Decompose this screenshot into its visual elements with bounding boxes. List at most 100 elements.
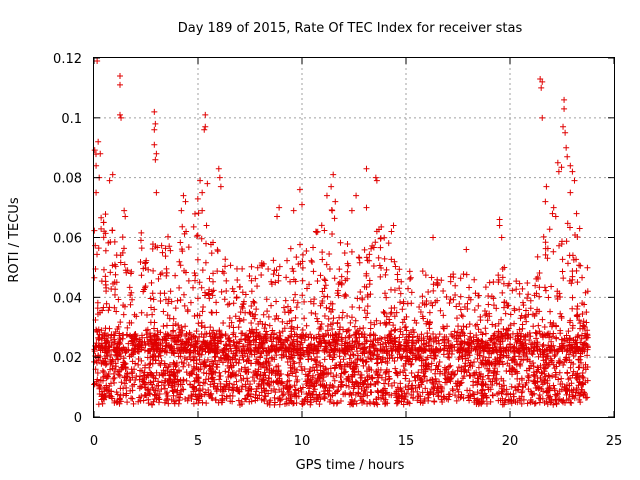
data-point — [240, 356, 247, 363]
data-point — [518, 376, 525, 383]
data-point — [462, 355, 469, 362]
data-point — [174, 338, 181, 345]
data-point — [476, 398, 483, 405]
data-point — [95, 357, 102, 364]
data-point — [106, 177, 113, 184]
data-point — [94, 57, 101, 64]
data-point — [498, 358, 505, 365]
data-point — [168, 368, 175, 375]
data-point — [266, 362, 273, 369]
data-point — [540, 233, 547, 240]
data-point — [107, 392, 114, 399]
data-point — [308, 309, 315, 316]
data-point — [427, 377, 434, 384]
data-point — [366, 251, 373, 258]
data-point — [268, 302, 275, 309]
data-point — [341, 369, 348, 376]
data-point — [548, 283, 555, 290]
data-point — [357, 288, 364, 295]
data-point — [344, 312, 351, 319]
data-point — [516, 326, 523, 333]
data-point — [391, 313, 398, 320]
data-point — [275, 315, 282, 322]
data-point — [584, 264, 591, 271]
data-point — [125, 340, 132, 347]
data-point — [258, 271, 265, 278]
data-point — [361, 387, 368, 394]
data-point — [209, 343, 216, 350]
data-point — [176, 258, 183, 265]
data-point — [425, 361, 432, 368]
data-point — [117, 111, 123, 118]
data-point — [383, 294, 390, 301]
data-point — [183, 339, 190, 346]
data-point — [102, 361, 109, 368]
data-point — [196, 351, 203, 358]
data-point — [336, 266, 343, 273]
data-point — [142, 362, 149, 369]
data-point — [136, 394, 143, 401]
data-point — [428, 360, 435, 367]
data-point — [322, 277, 329, 284]
data-point — [254, 358, 261, 365]
data-point — [571, 177, 578, 184]
data-point — [191, 383, 198, 390]
data-point — [555, 168, 562, 175]
data-point — [207, 391, 214, 398]
data-point — [212, 397, 219, 404]
data-point — [425, 391, 432, 398]
data-point — [288, 325, 295, 332]
data-point — [326, 384, 333, 391]
data-point — [417, 308, 424, 315]
data-point — [466, 387, 473, 394]
data-point — [553, 322, 560, 329]
data-point — [387, 340, 394, 347]
data-point — [477, 373, 484, 380]
data-point — [347, 342, 354, 349]
data-point — [244, 341, 251, 348]
data-point — [341, 293, 348, 300]
data-point — [202, 292, 209, 299]
data-point — [167, 288, 174, 295]
scatter-points — [91, 57, 591, 409]
data-point — [246, 337, 253, 344]
data-point — [426, 319, 433, 326]
data-point — [521, 314, 528, 321]
data-point — [482, 284, 489, 291]
data-point — [218, 288, 225, 295]
data-point — [311, 334, 318, 341]
data-point — [563, 348, 570, 355]
data-point — [119, 331, 126, 338]
data-point — [110, 375, 117, 382]
data-point — [200, 379, 207, 386]
data-point — [194, 195, 201, 202]
data-point — [321, 395, 328, 402]
x-tick-label: 15 — [398, 434, 415, 449]
data-point — [153, 189, 160, 196]
data-point — [199, 207, 206, 214]
data-point — [335, 387, 342, 394]
data-point — [430, 287, 437, 294]
data-point — [201, 324, 208, 331]
data-point — [271, 399, 278, 406]
data-point — [118, 379, 125, 386]
data-point — [119, 249, 126, 256]
data-point — [211, 380, 218, 387]
data-point — [151, 319, 158, 326]
data-point — [338, 370, 345, 377]
data-point — [286, 318, 293, 325]
data-point — [99, 400, 106, 407]
data-point — [95, 381, 102, 388]
data-point — [563, 144, 570, 151]
data-point — [266, 382, 273, 389]
data-point — [406, 358, 413, 365]
data-point — [362, 391, 369, 398]
data-point — [126, 319, 133, 326]
data-point — [460, 395, 467, 402]
data-point — [94, 311, 101, 318]
data-point — [306, 385, 313, 392]
data-point — [493, 346, 500, 353]
data-point — [533, 335, 540, 342]
data-point — [265, 313, 272, 320]
data-point — [416, 344, 423, 351]
